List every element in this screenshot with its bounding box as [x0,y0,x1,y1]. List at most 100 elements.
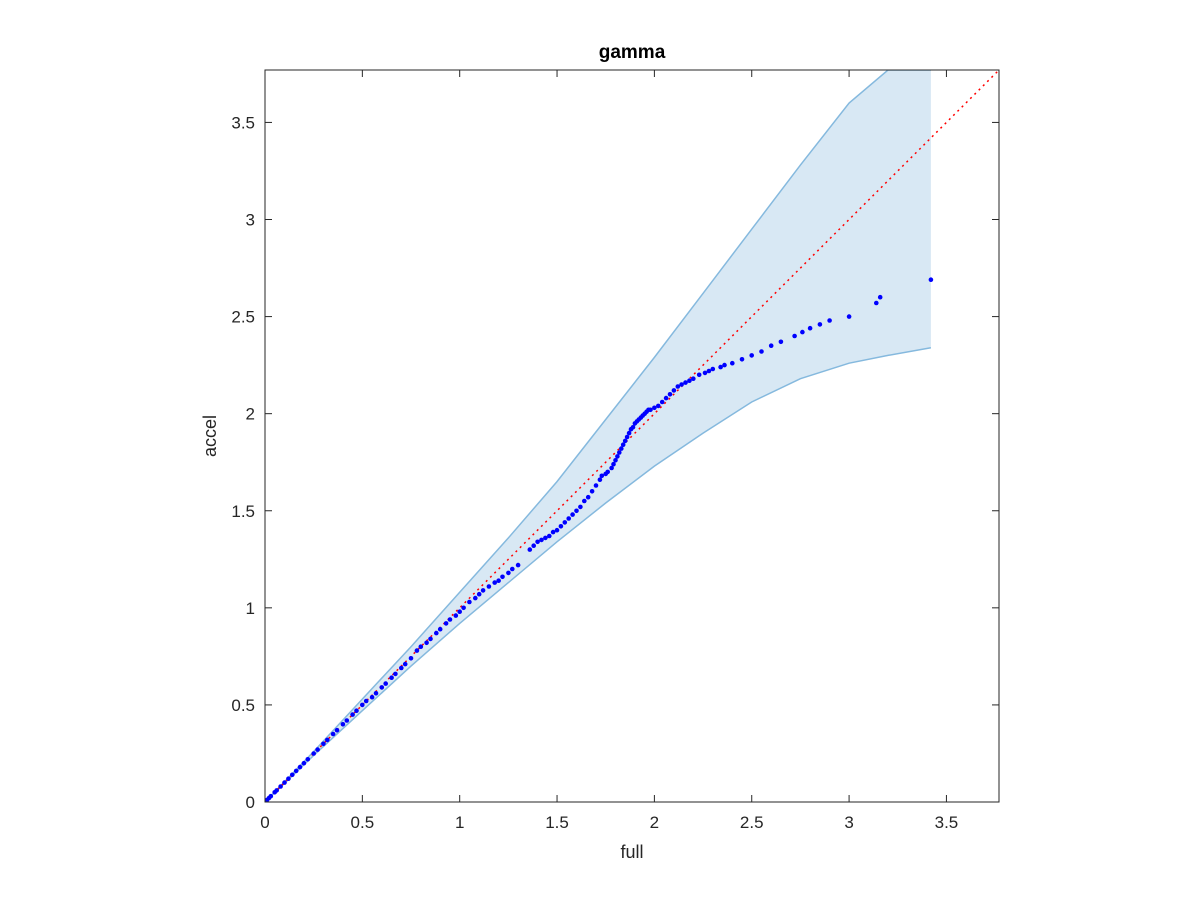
x-tick-label: 3 [844,813,853,832]
data-point [510,566,515,572]
data-point [671,388,677,393]
data-point [437,626,443,632]
data-point [613,458,618,463]
data-point [605,469,610,475]
y-tick-label: 3.5 [231,113,255,132]
data-point [718,364,723,370]
data-point [622,438,628,444]
data-point [619,446,624,451]
data-point [515,562,521,568]
data-point [543,535,548,541]
data-point [759,349,764,354]
data-point [297,764,303,770]
data-point [467,599,472,605]
data-point [506,570,511,576]
data-point [527,547,533,552]
data-point [611,461,616,467]
data-point [730,360,735,366]
data-point [340,722,346,727]
data-point [408,656,414,661]
data-point [344,718,350,723]
data-point [739,357,745,362]
data-point [679,382,684,387]
data-point [424,640,429,646]
data-point [652,405,657,411]
data-point [749,353,754,358]
data-point [554,527,560,533]
data-point [659,399,665,405]
plot-area [265,70,999,802]
data-points [265,277,934,802]
data-point [447,617,453,622]
data-point [363,698,369,704]
x-axis-label: full [620,842,643,862]
data-point [547,533,552,539]
data-point [702,370,708,376]
data-point [609,465,614,471]
data-point [293,768,299,774]
data-point [593,483,599,488]
data-point [500,574,505,580]
data-point [570,512,575,517]
data-point [457,609,463,614]
y-tick-label: 3 [246,211,255,230]
y-tick-label: 1 [246,599,255,618]
data-point [597,477,603,483]
data-point [807,325,813,331]
data-point [476,591,482,597]
data-point [792,333,797,339]
data-point [562,520,568,525]
confidence-band-lower-edge [265,346,932,802]
data-point [282,780,287,785]
data-point [706,368,712,374]
x-tick-label: 1 [455,813,464,832]
x-axis-ticks: 0 0.5 1 1.5 2 2.5 3 3.5 [260,70,958,832]
data-point [325,737,330,743]
axes-box [264,69,1000,803]
data-point [558,524,564,529]
y-axis-label: accel [200,415,220,457]
data-point [589,489,595,494]
data-point [402,661,408,667]
x-tick-label: 0 [260,813,269,832]
data-point [626,430,632,436]
confidence-band-upper-edge [265,70,931,802]
data-point [617,450,622,455]
data-point [535,539,540,545]
data-point [663,395,669,401]
data-point [434,630,439,636]
chart-title: gamma [599,42,666,63]
data-point [399,665,404,671]
data-point [531,543,536,548]
y-tick-label: 0.5 [231,696,255,715]
data-point [480,588,486,593]
data-point [710,366,716,372]
data-point [360,702,365,708]
y-axis-ticks: 0 0.5 1 1.5 2 2.5 3 3.5 [231,113,999,812]
data-point [846,314,852,319]
data-point [827,318,832,323]
y-tick-label: 2 [246,405,255,424]
data-point [486,584,492,589]
data-point [585,494,591,500]
data-point [373,691,379,696]
data-point [566,516,571,521]
data-point [582,498,587,504]
data-point [648,407,653,413]
data-point [800,329,805,335]
data-point [599,473,605,479]
data-point [321,741,326,747]
data-point [877,294,883,300]
data-point [278,784,283,789]
data-point [418,644,424,649]
data-point [696,372,702,378]
data-point [630,425,636,430]
x-tick-label: 2.5 [740,813,764,832]
x-tick-label: 2 [650,813,659,832]
confidence-band-fill [265,70,931,802]
data-point [350,712,355,717]
data-point [330,731,336,737]
data-point [496,578,501,583]
data-point [311,751,317,756]
